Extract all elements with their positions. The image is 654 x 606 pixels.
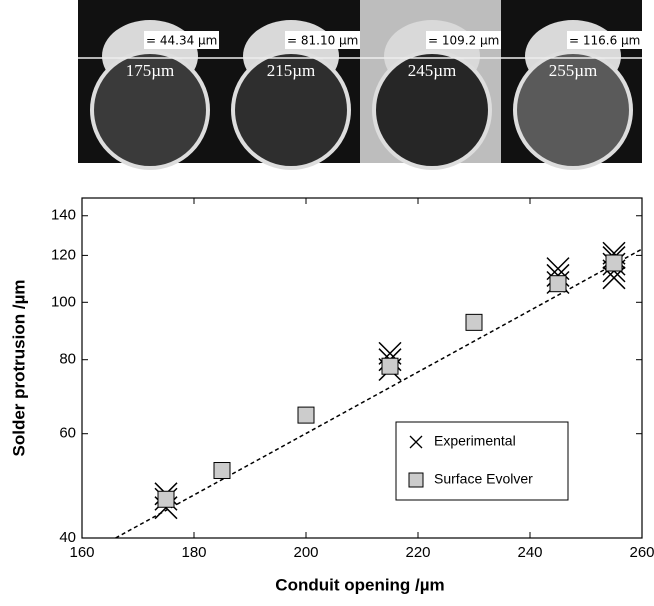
y-tick-label: 80 <box>59 351 76 368</box>
height-label-bg <box>426 31 502 49</box>
square-marker <box>381 357 399 375</box>
fit-line <box>115 248 643 539</box>
square-marker <box>157 490 175 508</box>
square-marker <box>297 406 315 424</box>
height-label: = 109.2 µm <box>428 34 499 48</box>
x-tick-label: 200 <box>293 544 318 561</box>
x-tick-label: 160 <box>69 544 94 561</box>
opening-label: 255µm <box>549 61 598 80</box>
conduit <box>372 50 492 170</box>
x-tick-label: 240 <box>517 544 542 561</box>
legend-label: Surface Evolver <box>434 471 533 487</box>
square-marker <box>213 462 231 480</box>
height-label-bg <box>144 31 220 49</box>
legend-label: Experimental <box>434 433 516 449</box>
conduit <box>231 50 351 170</box>
legend-marker <box>408 472 424 488</box>
height-label: = 116.6 µm <box>569 34 640 48</box>
height-label-bg <box>567 31 643 49</box>
photo-strip: = 44.34 µm 175µm = 81.10 µm 215µm = 109.2 µm… <box>78 0 643 170</box>
y-tick-label: 120 <box>51 246 76 263</box>
square-marker <box>465 313 483 331</box>
x-tick-label: 220 <box>405 544 430 561</box>
conduit <box>513 50 633 170</box>
y-tick-label: 140 <box>51 207 76 224</box>
x-tick-label: 180 <box>181 544 206 561</box>
y-axis-label: Solder protrusion /µm <box>9 280 28 457</box>
y-tick-label: 60 <box>59 425 76 442</box>
x-axis-label: Conduit opening /µm <box>275 575 444 594</box>
height-label: = 81.10 µm <box>287 34 358 48</box>
square-marker <box>605 254 623 272</box>
y-tick-label: 100 <box>51 293 76 310</box>
opening-label: 245µm <box>408 61 457 80</box>
height-label-bg <box>285 31 361 49</box>
opening-label: 175µm <box>126 61 175 80</box>
x-tick-label: 260 <box>629 544 654 561</box>
legend-box <box>395 421 569 501</box>
conduit <box>90 50 210 170</box>
square-marker <box>549 275 567 293</box>
y-tick-label: 40 <box>59 529 76 546</box>
plot-frame <box>81 197 643 539</box>
legend-marker <box>409 435 423 449</box>
height-label: = 44.34 µm <box>146 34 217 48</box>
opening-label: 215µm <box>267 61 316 80</box>
